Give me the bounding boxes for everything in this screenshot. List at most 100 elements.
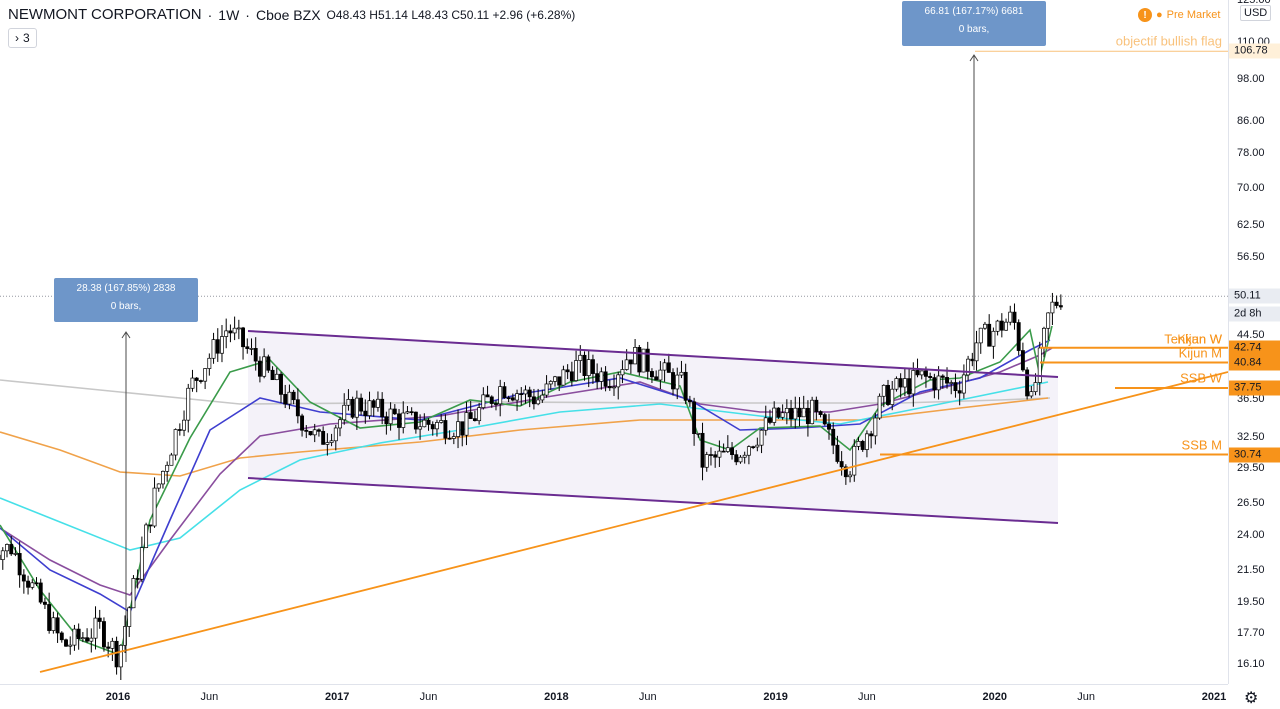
candle-body-44 bbox=[174, 430, 177, 456]
candle-body-117 bbox=[482, 395, 485, 408]
level-label[interactable]: SSB W bbox=[1180, 371, 1222, 386]
candle-body-13 bbox=[43, 602, 46, 604]
candle-body-24 bbox=[90, 638, 93, 641]
candle-body-178 bbox=[739, 457, 742, 462]
gear-icon[interactable]: ⚙ bbox=[1244, 688, 1258, 708]
candle-body-247 bbox=[1030, 392, 1033, 396]
candle-body-173 bbox=[718, 451, 721, 457]
time-tick-label: Jun bbox=[639, 691, 657, 703]
candle-body-218 bbox=[907, 379, 910, 394]
candle-body-49 bbox=[195, 378, 198, 381]
candle-body-169 bbox=[701, 433, 704, 467]
candle-body-41 bbox=[161, 471, 164, 484]
candle-body-157 bbox=[650, 371, 653, 376]
candle-body-149 bbox=[617, 375, 620, 387]
candle-body-183 bbox=[760, 430, 763, 445]
price-tick-label: 17.70 bbox=[1237, 627, 1265, 639]
candle-body-177 bbox=[735, 455, 738, 462]
price-tick-label: 24.00 bbox=[1237, 529, 1265, 541]
high-label: H bbox=[369, 8, 378, 22]
candle-body-63 bbox=[254, 348, 257, 361]
candle-body-197 bbox=[819, 412, 822, 415]
candle-body-89 bbox=[364, 411, 367, 416]
candle-body-77 bbox=[313, 430, 316, 435]
symbol-name[interactable]: NEWMONT CORPORATION bbox=[8, 6, 202, 23]
level-label[interactable]: objectif bullish flag bbox=[1116, 34, 1222, 49]
price-tick-label: 19.50 bbox=[1237, 596, 1265, 608]
candle-body-154 bbox=[638, 347, 641, 372]
candle-body-43 bbox=[170, 455, 173, 465]
candle-body-170 bbox=[705, 455, 708, 468]
time-tick-label: Jun bbox=[420, 691, 438, 703]
candle-body-119 bbox=[490, 397, 493, 404]
candle-body-146 bbox=[604, 372, 607, 387]
candle-body-10 bbox=[31, 583, 34, 588]
candle-body-99 bbox=[406, 412, 409, 413]
candle-body-127 bbox=[524, 390, 527, 394]
bar-countdown: 2d 8h bbox=[1229, 307, 1280, 322]
candle-body-3 bbox=[1, 551, 4, 560]
candle-body-121 bbox=[499, 387, 502, 404]
candle-body-186 bbox=[773, 408, 776, 422]
candle-body-254 bbox=[1059, 306, 1062, 307]
candle-body-164 bbox=[680, 372, 683, 375]
candle-body-67 bbox=[271, 370, 274, 379]
chart-canvas[interactable] bbox=[0, 0, 1228, 684]
candle-body-69 bbox=[279, 374, 282, 394]
interval-label[interactable]: 1W bbox=[218, 7, 239, 23]
candle-body-61 bbox=[246, 347, 249, 349]
candle-body-206 bbox=[857, 441, 860, 446]
candle-body-153 bbox=[633, 347, 636, 364]
level-label[interactable]: Kijun M bbox=[1179, 345, 1222, 360]
candle-body-28 bbox=[107, 647, 110, 648]
candle-body-129 bbox=[532, 397, 535, 404]
price-tick-label: 56.50 bbox=[1237, 251, 1265, 263]
level-price-tag: 30.74 bbox=[1229, 447, 1280, 462]
level-label[interactable]: SSB M bbox=[1182, 437, 1222, 452]
measure-bars: 0 bars, bbox=[54, 298, 198, 316]
candle-body-74 bbox=[300, 416, 303, 430]
price-tick-label: 86.00 bbox=[1237, 115, 1265, 127]
premarket-dot-icon: ● bbox=[1156, 9, 1163, 21]
candle-body-29 bbox=[111, 641, 114, 648]
candle-body-188 bbox=[781, 413, 784, 418]
candle-body-231 bbox=[962, 375, 965, 393]
level-price-tag: 40.84 bbox=[1229, 355, 1280, 370]
candle-body-94 bbox=[385, 417, 388, 424]
measure-value: 66.81 (167.17%) 6681 bbox=[902, 3, 1046, 21]
candle-body-238 bbox=[992, 331, 995, 346]
candle-body-242 bbox=[1009, 312, 1012, 322]
candle-body-191 bbox=[794, 408, 797, 419]
time-tick-label: 2019 bbox=[763, 691, 787, 703]
candle-body-224 bbox=[933, 378, 936, 390]
indicators-toggle-button[interactable]: › 3 bbox=[8, 28, 37, 48]
indicator-count: 3 bbox=[23, 31, 30, 45]
candle-body-17 bbox=[60, 633, 63, 640]
premarket-badge[interactable]: ! ● Pre Market bbox=[1138, 8, 1220, 22]
candle-body-15 bbox=[52, 618, 55, 631]
candle-body-243 bbox=[1013, 312, 1016, 322]
candle-body-30 bbox=[115, 641, 118, 667]
premarket-label: Pre Market bbox=[1167, 9, 1221, 21]
level-price-tag: 42.74 bbox=[1229, 340, 1280, 355]
candle-body-161 bbox=[667, 363, 670, 373]
candle-body-163 bbox=[676, 375, 679, 389]
chart-plot[interactable] bbox=[0, 0, 1228, 684]
candle-body-35 bbox=[136, 578, 139, 579]
candle-body-88 bbox=[359, 398, 362, 411]
low-label: L bbox=[411, 8, 418, 22]
currency-button[interactable]: USD bbox=[1240, 5, 1271, 21]
candle-body-130 bbox=[537, 400, 540, 404]
open-value: 48.43 bbox=[336, 8, 366, 22]
candle-body-147 bbox=[608, 386, 611, 387]
symbol-legend: NEWMONT CORPORATION · 1W · Cboe BZX O48.… bbox=[8, 6, 575, 23]
candle-body-39 bbox=[153, 488, 156, 526]
candle-body-213 bbox=[886, 385, 889, 404]
price-tick-label: 70.00 bbox=[1237, 182, 1265, 194]
candle-body-219 bbox=[912, 370, 915, 394]
candle-body-229 bbox=[954, 383, 957, 391]
